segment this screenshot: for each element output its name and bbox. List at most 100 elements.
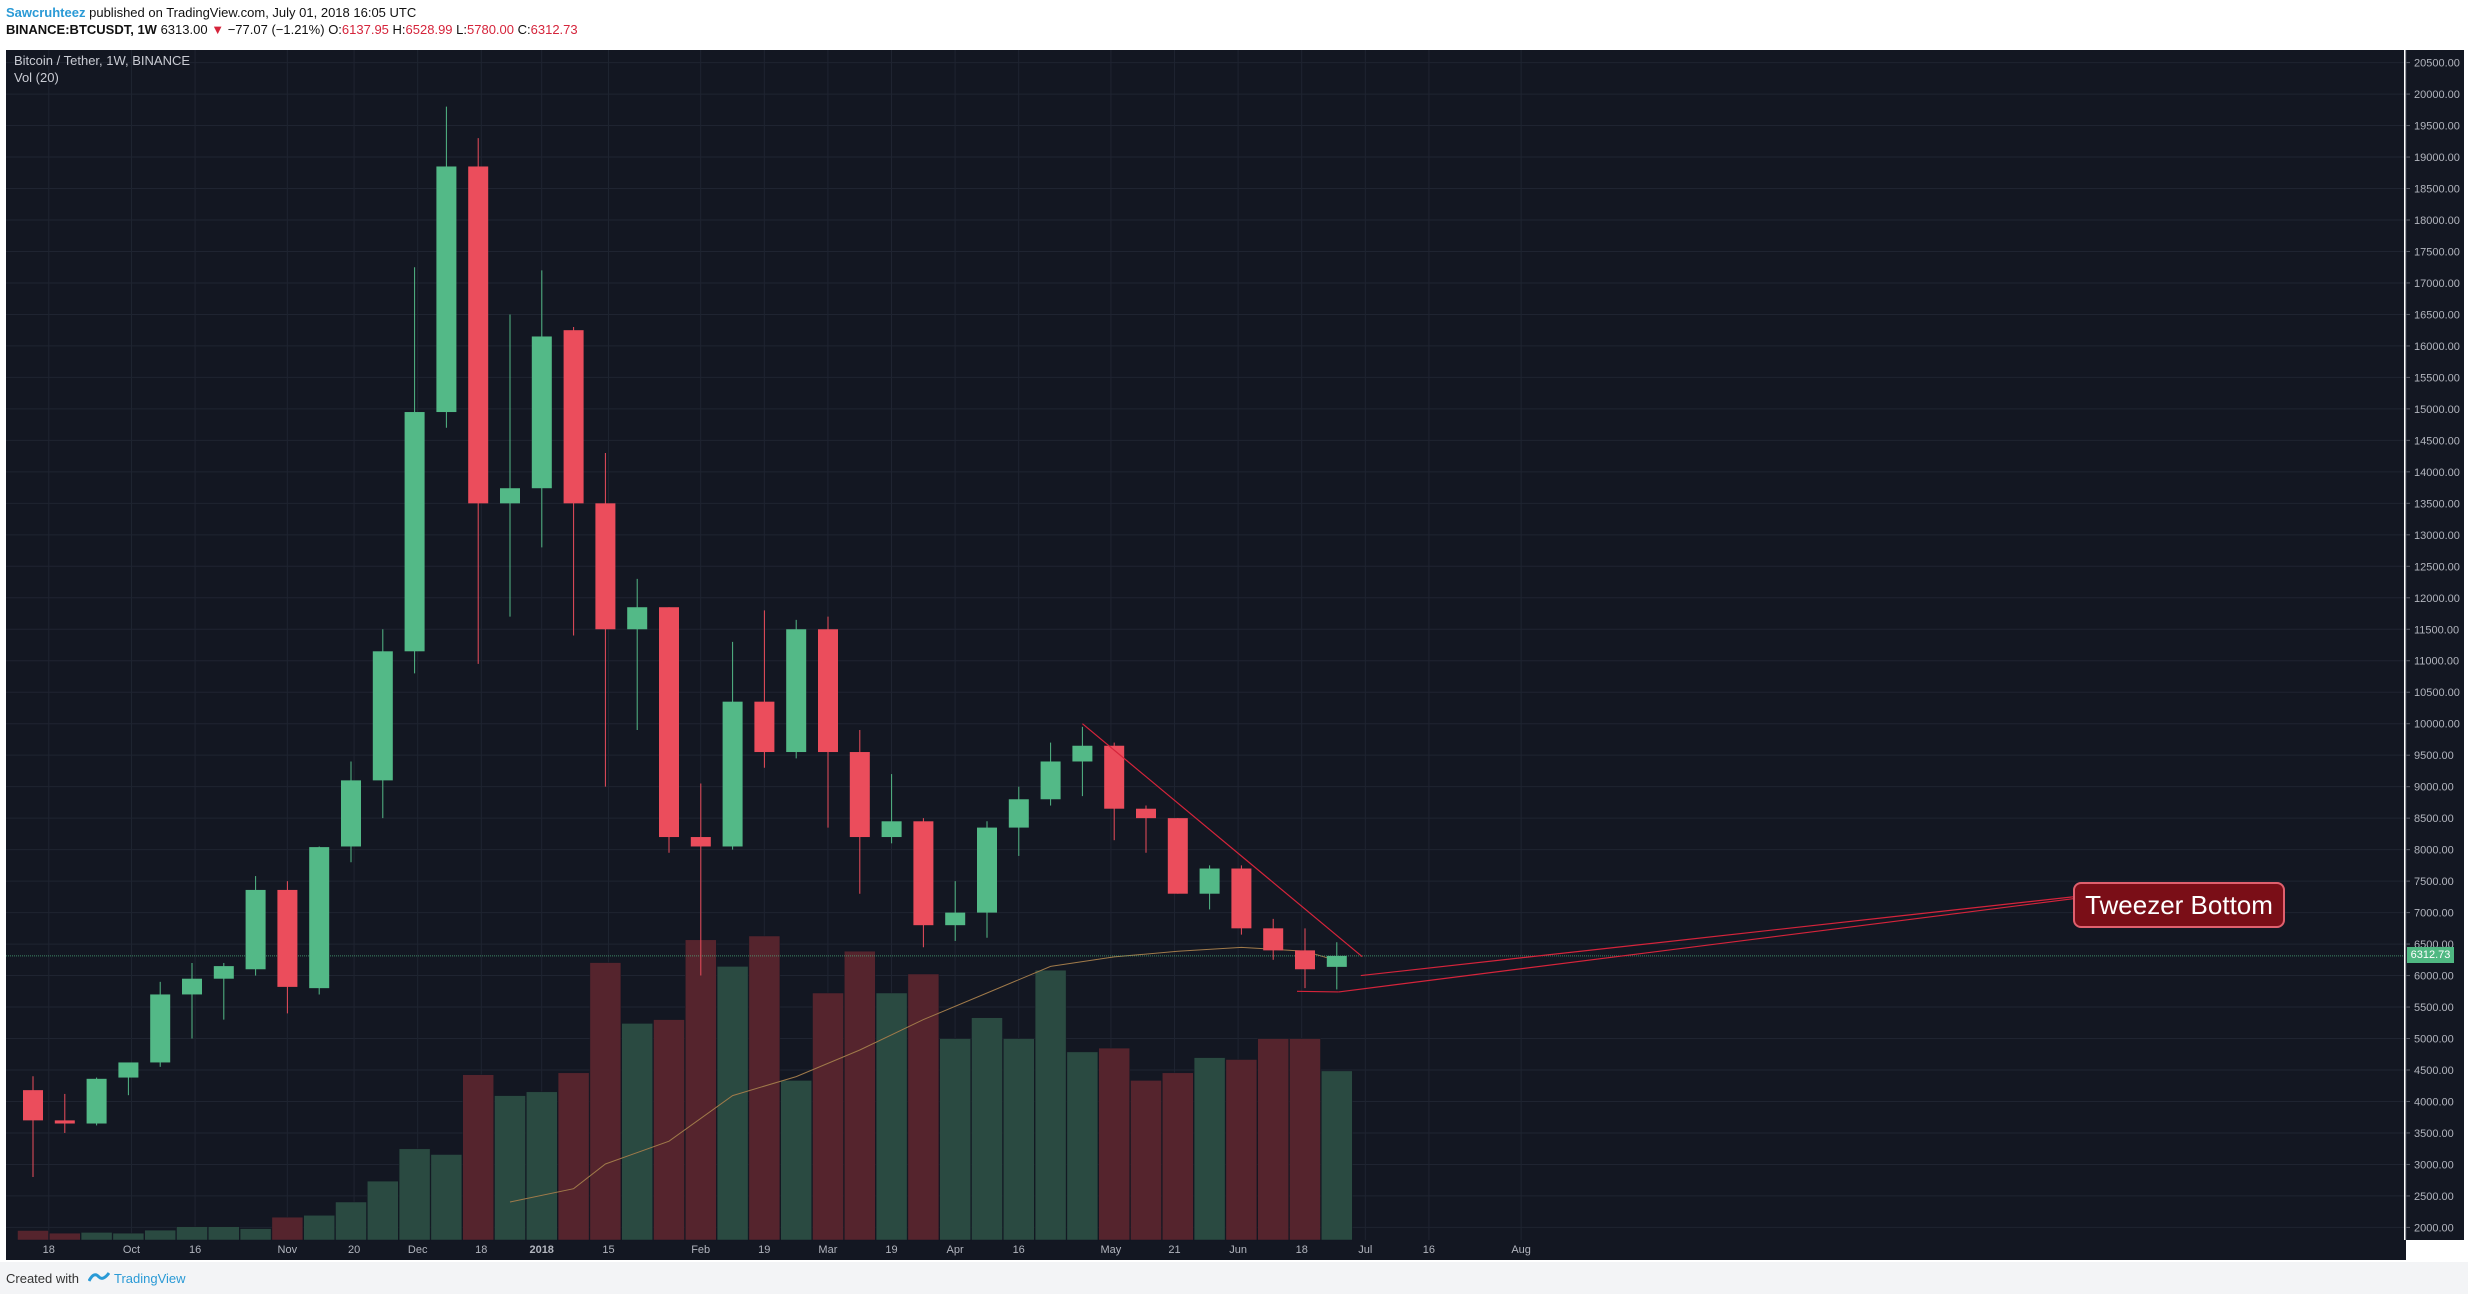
price-tick-label: 7500.00: [2414, 876, 2454, 888]
candle-up: [786, 629, 807, 753]
volume-bar: [1098, 1047, 1130, 1241]
open-value: 6137.95: [341, 22, 389, 37]
footer: Created with TradingView: [0, 1262, 2468, 1294]
price-tick-label: 13500.00: [2414, 498, 2460, 510]
volume-bar: [1034, 969, 1067, 1241]
candle-up: [86, 1078, 107, 1124]
price-tick-label: 17000.00: [2414, 278, 2460, 290]
price-tick-label: 15500.00: [2414, 372, 2460, 384]
volume-bar: [780, 1080, 812, 1241]
candle-down: [563, 330, 584, 504]
price-tick-label: 9500.00: [2414, 750, 2454, 762]
volume-bar: [748, 935, 781, 1241]
time-tick-label: 2018: [529, 1244, 553, 1256]
volume-bar: [1225, 1059, 1258, 1241]
volume-bar: [1003, 1038, 1035, 1241]
time-tick-label: Jul: [1358, 1244, 1372, 1256]
volume-bar: [526, 1091, 558, 1241]
price-tick-label: 11000.00: [2414, 656, 2459, 668]
price-tick-label: 4000.00: [2414, 1096, 2454, 1108]
time-tick-label: 21: [1168, 1244, 1180, 1256]
tradingview-logo-icon: [88, 1272, 110, 1282]
time-tick-label: 16: [189, 1244, 201, 1256]
candle-down: [1136, 808, 1156, 819]
price-tick-label: 4500.00: [2414, 1065, 2454, 1077]
price-tick-label: 6000.00: [2414, 971, 2454, 983]
chart-area[interactable]: 2000.00 2500.00 3000.00 3500.00 4000.00 4500.…: [0, 44, 2468, 1262]
close-label: C:: [517, 22, 531, 37]
price-tick-label: 8500.00: [2414, 813, 2454, 825]
author-link[interactable]: Sawcruhteez: [6, 5, 86, 20]
callout-pointer: [1360, 883, 2190, 977]
price-tick-label: 2500.00: [2414, 1191, 2454, 1203]
volume-bar: [303, 1215, 335, 1241]
candle-up: [213, 966, 234, 979]
high-value: 6528.99: [405, 22, 453, 37]
candle-up: [977, 827, 997, 913]
price-tick-label: 8000.00: [2414, 845, 2454, 857]
candle-up: [1199, 868, 1220, 894]
candle-down: [913, 821, 934, 926]
price-tick-label: 19500.00: [2414, 121, 2460, 133]
candlestick-chart[interactable]: 2000.00 2500.00 3000.00 3500.00 4000.00 4500.…: [0, 44, 2468, 1262]
price-tick-label: 16500.00: [2414, 309, 2460, 321]
tweezer-bottom-callout[interactable]: Tweezer Bottom: [2073, 882, 2285, 928]
price-tick-label: 12000.00: [2414, 593, 2460, 605]
candle-down: [468, 166, 489, 504]
price-tick-label: 2000.00: [2414, 1222, 2454, 1234]
publish-line: Sawcruhteez published on TradingView.com…: [6, 5, 416, 20]
high-label: H:: [392, 22, 406, 37]
candle-up: [436, 166, 457, 413]
time-tick-label: Aug: [1511, 1244, 1531, 1256]
time-tick-label: Feb: [691, 1244, 710, 1256]
volume-bar: [1321, 1070, 1353, 1241]
volume-bar: [398, 1148, 431, 1241]
change-down-icon: ▼: [211, 22, 225, 37]
price-tick-label: 14000.00: [2414, 467, 2460, 479]
price-tick-label: 13000.00: [2414, 530, 2460, 542]
candle-down: [277, 889, 298, 987]
volume-bar: [335, 1201, 367, 1241]
volume-label: Vol (20): [14, 70, 59, 85]
volume-bar: [271, 1216, 304, 1241]
candle-up: [1040, 761, 1061, 800]
volume-bar: [17, 1230, 49, 1241]
candle-down: [659, 607, 679, 838]
symbol-label: BINANCE:BTCUSDT, 1W: [6, 22, 157, 37]
price-tick-label: 11500.00: [2414, 624, 2459, 636]
volume-bar: [1289, 1038, 1321, 1241]
candle-up: [118, 1062, 139, 1078]
time-tick-label: 16: [1013, 1244, 1025, 1256]
time-tick-label: Dec: [408, 1244, 428, 1256]
candle-down: [23, 1090, 43, 1121]
candle-up: [309, 847, 330, 989]
volume-bar: [1066, 1051, 1099, 1241]
candle-up: [627, 607, 648, 630]
time-tick-label: 18: [1296, 1244, 1308, 1256]
candle-up: [404, 412, 425, 652]
symbol-line: BINANCE:BTCUSDT, 1W 6313.00 ▼ −77.07 (−1…: [6, 22, 578, 37]
volume-bar: [653, 1019, 685, 1241]
candle-down: [1231, 868, 1252, 929]
candle-up: [945, 912, 966, 926]
trendline[interactable]: [1082, 723, 1363, 958]
price-axis-background: [2406, 50, 2464, 1240]
time-tick-label: 18: [43, 1244, 55, 1256]
price-tick-label: 3000.00: [2414, 1159, 2454, 1171]
volume-bar: [49, 1232, 81, 1241]
price-tick-label: 16000.00: [2414, 341, 2460, 353]
candle-down: [1263, 928, 1284, 951]
candle-down: [595, 503, 616, 630]
candle-down: [54, 1120, 75, 1124]
time-tick-label: Jun: [1229, 1244, 1247, 1256]
volume-bar: [1162, 1072, 1194, 1241]
price-tick-label: 18500.00: [2414, 184, 2460, 196]
candle-down: [754, 701, 775, 753]
volume-bar: [621, 1023, 653, 1241]
candle-up: [881, 821, 902, 838]
time-tick-label: Mar: [818, 1244, 837, 1256]
time-tick-label: Oct: [123, 1244, 140, 1256]
volume-bar: [144, 1229, 176, 1241]
tradingview-link[interactable]: TradingView: [114, 1271, 186, 1286]
price-tick-label: 18000.00: [2414, 215, 2460, 227]
